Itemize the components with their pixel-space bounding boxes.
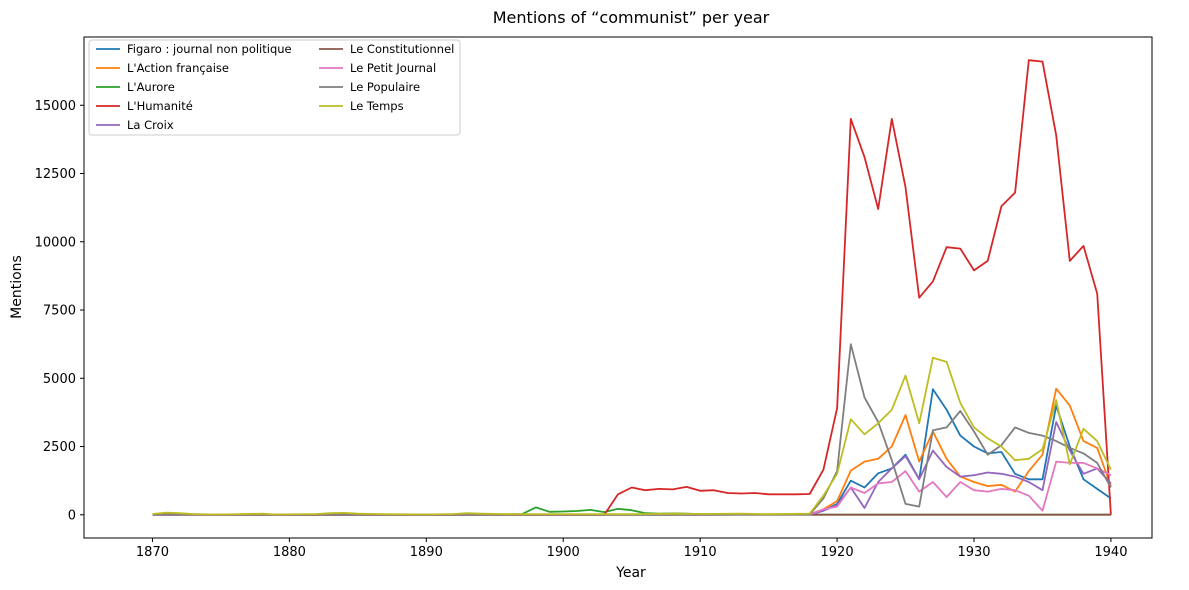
legend: Figaro : journal non politique L'Action f… (88, 39, 461, 136)
legend-label: Le Constitutionnel (350, 42, 454, 56)
y-tick-label: 7500 (43, 304, 76, 319)
y-tick-label: 15000 (35, 99, 76, 114)
y-tick-label: 2500 (43, 440, 76, 455)
legend-label: L'Action française (127, 61, 229, 75)
x-tick-label: 1870 (136, 545, 169, 560)
plot-frame (83, 36, 1153, 539)
y-axis-label: Mentions (9, 255, 25, 319)
legend-box (88, 39, 461, 136)
y-tick-label: 12500 (35, 167, 76, 182)
legend-label: L'Aurore (127, 80, 175, 94)
legend-label: Le Temps (350, 99, 404, 113)
x-tick-label: 1920 (821, 545, 854, 560)
legend-label: Le Populaire (350, 80, 420, 94)
x-tick-label: 1940 (1094, 545, 1127, 560)
y-tick-label: 10000 (35, 235, 76, 250)
legend-label: La Croix (127, 118, 174, 132)
axes: 1870 1880 1890 1900 1910 1920 1930 1940 0 2500 500… (35, 99, 1128, 560)
x-tick-label: 1880 (273, 545, 306, 560)
series-layer (152, 59, 1112, 516)
x-tick-label: 1930 (957, 545, 990, 560)
series-line (152, 59, 1112, 516)
legend-label: Figaro : journal non politique (127, 42, 292, 56)
x-tick-label: 1910 (684, 545, 717, 560)
x-tick-label: 1900 (547, 545, 580, 560)
y-tick-label: 5000 (43, 372, 76, 387)
y-tick-label: 0 (68, 508, 76, 523)
legend-label: Le Petit Journal (350, 61, 436, 75)
chart-title: Mentions of “communist” per year (493, 8, 770, 27)
x-tick-label: 1890 (410, 545, 443, 560)
series-line (152, 356, 1112, 516)
legend-label: L'Humanité (127, 99, 193, 113)
x-axis-label: Year (615, 565, 646, 581)
